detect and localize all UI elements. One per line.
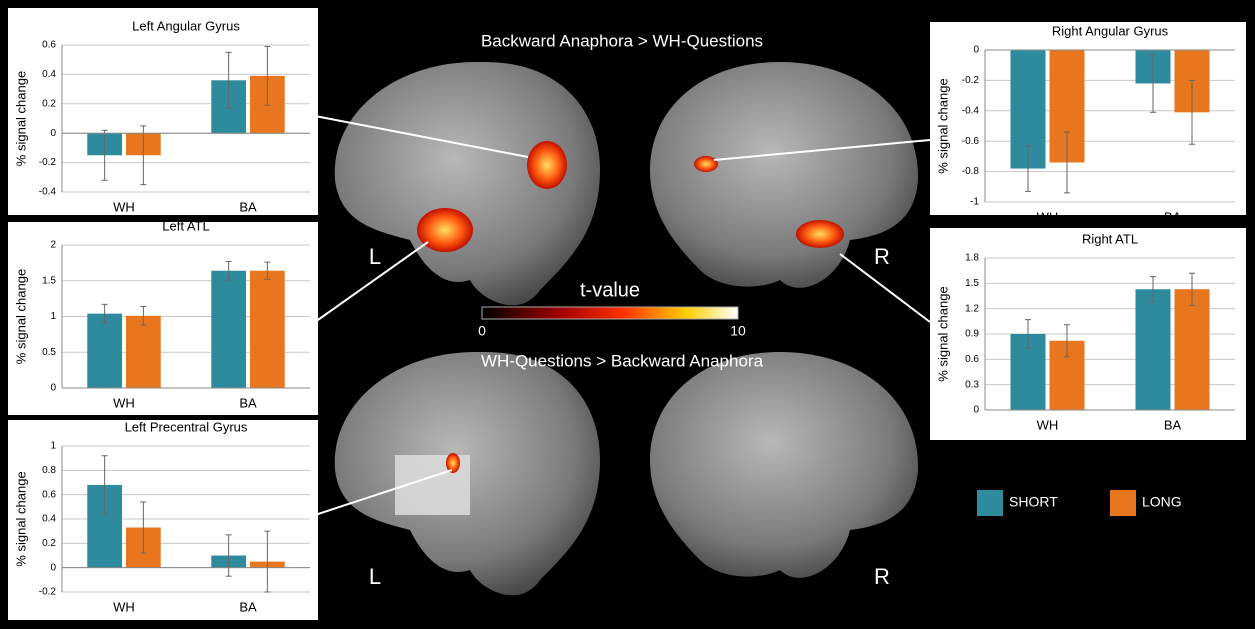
y-tick-label: 0.2: [42, 538, 56, 549]
y-axis-label: % signal change: [13, 71, 28, 166]
heading: WH-Questions > Backward Anaphora: [481, 351, 764, 370]
legend-swatch: [977, 490, 1003, 516]
y-tick-label: 0.6: [42, 489, 56, 500]
y-tick-label: 0: [50, 383, 56, 394]
legend-label: SHORT: [1009, 494, 1058, 510]
x-tick-label: BA: [1164, 417, 1182, 432]
bar: [1135, 289, 1171, 410]
colorbar: [481, 306, 739, 320]
x-tick-label: BA: [239, 599, 257, 614]
y-tick-label: -0.4: [39, 187, 57, 198]
y-tick-label: 0.5: [42, 347, 56, 358]
brain-images: [314, 61, 931, 596]
chart: Left ATL % signal change 0 0.5 1 1.5 2 WH BA: [8, 218, 318, 415]
colorbar-tick: 0: [478, 323, 486, 339]
y-axis-label: % signal change: [13, 471, 28, 566]
y-tick-label: 1: [50, 441, 56, 452]
colorbar-tick: 10: [730, 323, 746, 339]
y-tick-label: 0.4: [42, 69, 56, 80]
bar: [87, 313, 122, 388]
y-tick-label: 1.2: [965, 303, 979, 314]
y-tick-label: 2: [50, 240, 56, 251]
y-tick-label: 0: [973, 45, 979, 56]
chart-title: Left Angular Gyrus: [132, 18, 240, 33]
bar: [250, 270, 285, 388]
y-tick-label: -0.8: [962, 166, 980, 177]
x-tick-label: WH: [113, 395, 135, 410]
bar: [211, 270, 246, 388]
y-tick-label: 1.8: [965, 253, 979, 264]
legend-swatch: [1110, 490, 1136, 516]
y-tick-label: 0: [973, 405, 979, 416]
hemisphere-label: R: [874, 564, 890, 589]
chart-title: Left ATL: [162, 218, 209, 233]
y-tick-label: 0.9: [965, 329, 979, 340]
y-axis-label: % signal change: [13, 269, 28, 364]
y-tick-label: -0.2: [39, 157, 57, 168]
y-axis-label: % signal change: [935, 78, 950, 173]
x-tick-label: BA: [239, 395, 257, 410]
y-tick-label: -1: [970, 197, 979, 208]
y-tick-label: 0.3: [965, 379, 979, 390]
colorbar-label: t-value: [580, 279, 640, 301]
y-axis-label: % signal change: [935, 286, 950, 381]
bar: [1174, 289, 1210, 410]
y-tick-label: 0.4: [42, 514, 56, 525]
y-tick-label: 0: [50, 562, 56, 573]
y-tick-label: 1.5: [965, 278, 979, 289]
chart-title: Left Precentral Gyrus: [125, 419, 248, 434]
y-tick-label: -0.2: [39, 587, 57, 598]
y-tick-label: 0.6: [965, 354, 979, 365]
legend-label: LONG: [1142, 494, 1182, 510]
y-tick-label: 1.5: [42, 275, 56, 286]
y-tick-label: 0: [50, 128, 56, 139]
panel: [8, 420, 318, 620]
y-tick-label: -0.4: [962, 105, 980, 116]
chart: Left Angular Gyrus % signal change -0.4 -0.…: [8, 8, 318, 215]
heading: Backward Anaphora > WH-Questions: [481, 31, 763, 50]
chart-title: Right Angular Gyrus: [1052, 23, 1169, 38]
x-tick-label: WH: [113, 599, 135, 614]
hemisphere-label: L: [369, 564, 381, 589]
x-tick-label: BA: [1164, 209, 1182, 224]
hemisphere-label: R: [874, 244, 890, 269]
chart: Right Angular Gyrus % signal change -1 -0.8…: [930, 22, 1246, 224]
y-tick-label: 0.2: [42, 98, 56, 109]
hemisphere-label: L: [369, 244, 381, 269]
y-tick-label: 0.6: [42, 40, 56, 51]
bar: [126, 315, 161, 388]
chart: Left Precentral Gyrus % signal change -0.2…: [8, 419, 318, 620]
y-tick-label: 0.8: [42, 465, 56, 476]
chart-title: Right ATL: [1082, 231, 1138, 246]
y-tick-label: -0.2: [962, 75, 980, 86]
y-tick-label: -0.6: [962, 136, 980, 147]
x-tick-label: WH: [1037, 209, 1059, 224]
x-tick-label: WH: [1037, 417, 1059, 432]
y-tick-label: 1: [50, 311, 56, 322]
chart: Right ATL % signal change 0 0.3 0.6 0.9 1.2 1.5…: [930, 228, 1246, 440]
x-tick-label: BA: [239, 199, 257, 214]
x-tick-label: WH: [113, 199, 135, 214]
